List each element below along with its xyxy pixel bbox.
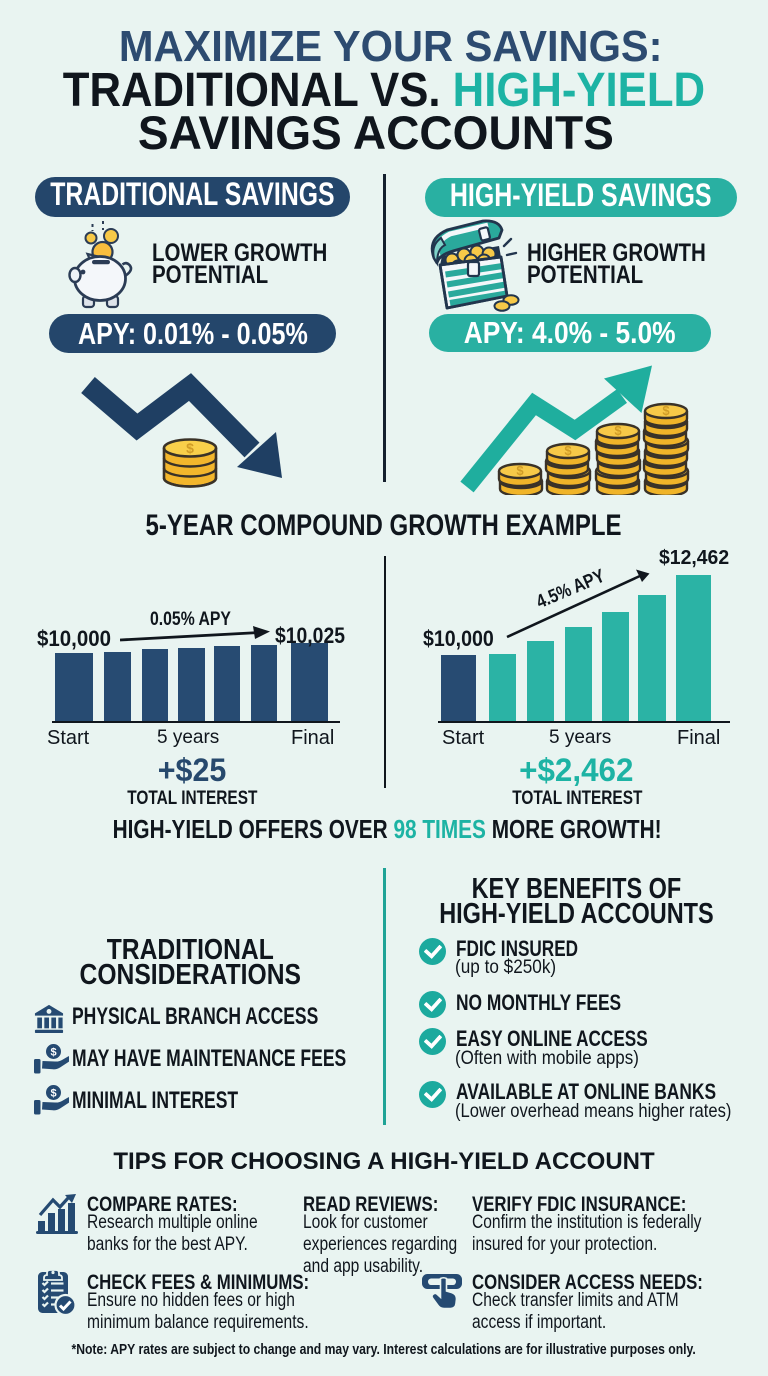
- svg-text:$: $: [516, 463, 524, 478]
- svg-text:$: $: [614, 423, 622, 438]
- svg-text:$: $: [50, 1088, 56, 1100]
- svg-text:$: $: [50, 1047, 56, 1059]
- svg-text:$: $: [662, 403, 670, 418]
- svg-text:$: $: [186, 440, 194, 456]
- svg-text:$: $: [564, 443, 572, 458]
